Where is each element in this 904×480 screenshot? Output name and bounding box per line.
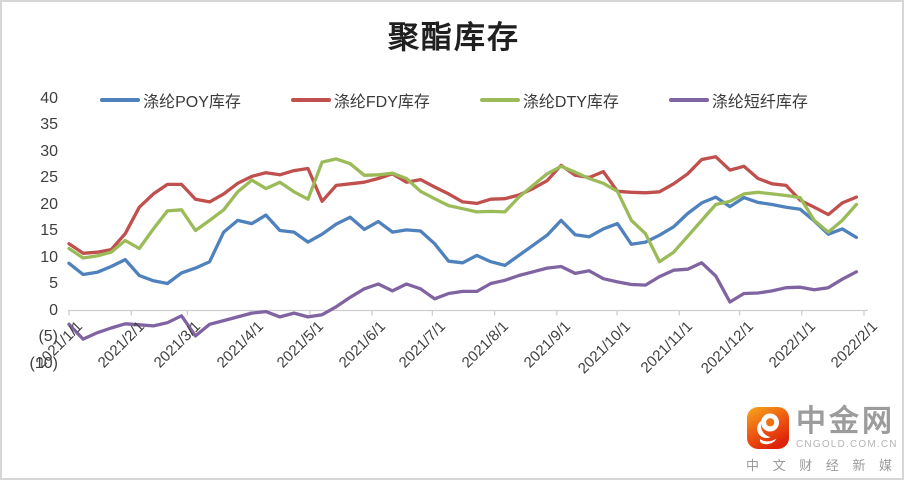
legend-item-2: 涤纶DTY库存 xyxy=(479,88,619,112)
legend-swatch-icon xyxy=(668,98,709,102)
y-tick-label: (10) xyxy=(29,354,58,372)
legend-item-3: 涤纶短纤库存 xyxy=(668,88,808,112)
legend-swatch-icon xyxy=(100,98,141,102)
series-line-3 xyxy=(67,261,859,341)
y-tick-label: (5) xyxy=(38,328,58,345)
series-line-2 xyxy=(67,157,859,264)
watermark-site: CNGOLD.COM.CN xyxy=(796,439,898,450)
watermark: 中金网 CNGOLD.COM.CN 中 文 财 经 新 媒 体 xyxy=(746,405,902,474)
legend: 涤纶POY库存 涤纶FDY库存 涤纶DTY库存 涤纶短纤库存 xyxy=(2,88,902,112)
legend-label: 涤纶POY库存 xyxy=(143,94,241,111)
cngold-logo-icon xyxy=(747,407,789,449)
legend-label: 涤纶短纤库存 xyxy=(711,94,808,111)
y-tick-label: 25 xyxy=(40,169,58,186)
watermark-tagline: 中 文 财 经 新 媒 体 xyxy=(746,458,902,473)
y-tick-label: 15 xyxy=(40,222,58,239)
y-tick-label: 20 xyxy=(40,195,58,213)
y-tick-label: 35 xyxy=(40,116,58,133)
watermark-brand: 中金网 xyxy=(796,405,895,438)
y-tick-label: 10 xyxy=(40,248,58,266)
legend-label: 涤纶DTY库存 xyxy=(522,94,619,111)
legend-swatch-icon xyxy=(290,98,331,102)
series-line-1 xyxy=(67,155,859,255)
y-tick-label: 5 xyxy=(49,275,58,292)
y-tick-label: 0 xyxy=(49,301,58,319)
y-tick-label: 30 xyxy=(40,142,58,160)
legend-item-1: 涤纶FDY库存 xyxy=(290,88,430,112)
chart-title: 聚酯库存 xyxy=(388,20,520,55)
legend-swatch-icon xyxy=(479,98,520,102)
legend-item-0: 涤纶POY库存 xyxy=(100,88,241,112)
legend-label: 涤纶FDY库存 xyxy=(333,94,430,111)
y-tick-label: 40 xyxy=(40,89,58,107)
